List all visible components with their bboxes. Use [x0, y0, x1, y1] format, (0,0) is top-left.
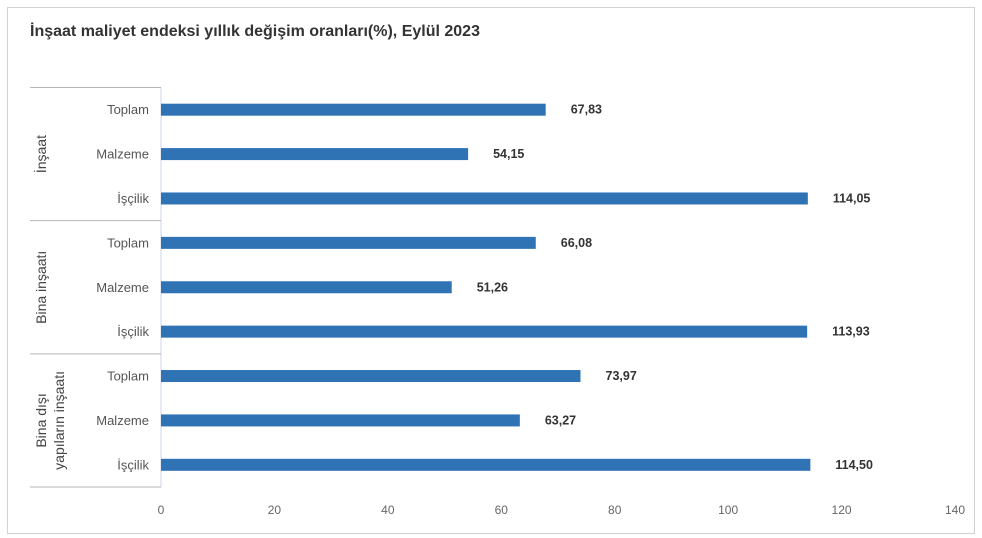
category-label-bina-insaati-iscilik: İşçilik [117, 324, 149, 339]
x-tick-label-40: 40 [381, 503, 395, 517]
category-label-bina-insaati-malzeme: Malzeme [96, 280, 149, 295]
category-label-bina-disi-yapilarin-insaati-malzeme: Malzeme [96, 413, 149, 428]
group-label-bina-disi-yapilarin-insaati: yapıların inşaatı [51, 371, 67, 470]
category-label-insaat-malzeme: Malzeme [96, 147, 149, 162]
x-tick-label-20: 20 [268, 503, 282, 517]
category-label-bina-disi-yapilarin-insaati-toplam: Toplam [107, 369, 149, 384]
bar-bina-insaati-toplam [161, 236, 536, 249]
bar-insaat-toplam [161, 103, 546, 116]
x-tick-label-140: 140 [945, 503, 965, 517]
bar-bina-insaati-malzeme [161, 281, 452, 294]
data-label-insaat-toplam: 67,83 [571, 103, 602, 117]
category-label-insaat-toplam: Toplam [107, 102, 149, 117]
x-tick-label-100: 100 [718, 503, 738, 517]
group-label-insaat: İnşaat [32, 135, 49, 173]
group-label-bina-insaati: Bina inşaatı [33, 251, 49, 324]
data-label-bina-insaati-iscilik: 113,93 [832, 325, 870, 339]
bar-bina-disi-yapilarin-insaati-toplam [161, 370, 581, 383]
data-label-bina-disi-yapilarin-insaati-iscilik: 114,50 [835, 458, 873, 472]
x-tick-label-120: 120 [832, 503, 852, 517]
category-label-insaat-iscilik: İşçilik [117, 191, 149, 206]
x-tick-label-80: 80 [608, 503, 622, 517]
bar-insaat-malzeme [161, 148, 469, 161]
category-label-bina-insaati-toplam: Toplam [107, 235, 149, 250]
data-label-bina-disi-yapilarin-insaati-toplam: 73,97 [606, 369, 637, 383]
bar-insaat-iscilik [161, 192, 808, 205]
category-label-bina-disi-yapilarin-insaati-iscilik: İşçilik [117, 457, 149, 472]
chart-frame [7, 7, 975, 534]
data-label-bina-insaati-malzeme: 51,26 [477, 280, 508, 294]
bar-bina-insaati-iscilik [161, 325, 808, 338]
x-tick-label-60: 60 [495, 503, 509, 517]
data-label-insaat-malzeme: 54,15 [493, 147, 524, 161]
data-label-bina-insaati-toplam: 66,08 [561, 236, 592, 250]
group-label-bina-disi-yapilarin-insaati: Bina dışı [33, 393, 49, 447]
bar-bina-disi-yapilarin-insaati-malzeme [161, 414, 520, 427]
data-label-bina-disi-yapilarin-insaati-malzeme: 63,27 [545, 413, 576, 427]
data-label-insaat-iscilik: 114,05 [833, 191, 871, 205]
x-tick-label-0: 0 [158, 503, 165, 517]
chart-title: İnşaat maliyet endeksi yıllık değişim or… [30, 22, 480, 40]
bar-bina-disi-yapilarin-insaati-iscilik [161, 458, 811, 471]
plot-area: İnşaat Toplam 67,83 Malzeme 54,15 İşçilik 114,… [30, 87, 965, 517]
